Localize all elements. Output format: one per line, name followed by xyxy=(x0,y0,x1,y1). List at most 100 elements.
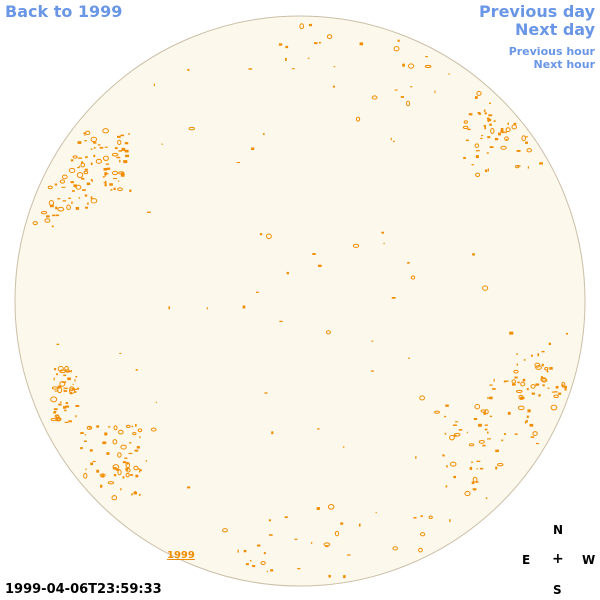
sky-mark xyxy=(72,155,78,159)
sky-mark xyxy=(547,387,550,389)
sky-mark xyxy=(428,515,433,520)
sky-mark xyxy=(471,461,473,463)
sky-mark xyxy=(90,136,98,143)
sky-mark xyxy=(168,306,171,310)
sky-mark xyxy=(130,474,134,476)
sky-mark xyxy=(299,23,305,30)
previous-day-link[interactable]: Previous day xyxy=(478,2,595,21)
back-to-year-link[interactable]: Back to 1999 xyxy=(5,2,123,21)
sky-mark xyxy=(249,560,252,562)
sky-mark xyxy=(68,388,76,394)
sky-mark xyxy=(478,112,481,115)
sky-mark xyxy=(86,182,91,186)
sky-mark xyxy=(410,86,413,88)
year-marker-label[interactable]: 1999 xyxy=(167,550,195,561)
sky-mark xyxy=(489,384,493,386)
sky-mark xyxy=(478,439,485,444)
sky-mark xyxy=(54,390,59,392)
sky-mark xyxy=(104,180,107,184)
sky-mark xyxy=(340,522,344,525)
sky-mark xyxy=(188,126,195,131)
sky-mark xyxy=(81,177,85,180)
sky-mark xyxy=(355,116,361,122)
sky-mark xyxy=(103,167,108,171)
sky-mark xyxy=(311,542,313,544)
sky-mark xyxy=(68,167,76,174)
sky-mark xyxy=(381,231,385,234)
sky-mark xyxy=(434,410,440,414)
sky-mark xyxy=(488,114,493,117)
sky-mark xyxy=(418,547,423,553)
sky-mark xyxy=(517,381,520,384)
sky-mark xyxy=(107,481,114,485)
sky-mark xyxy=(352,243,360,248)
next-hour-link[interactable]: Next hour xyxy=(533,58,596,71)
sky-mark xyxy=(120,173,125,177)
sky-mark xyxy=(475,481,479,483)
sky-mark xyxy=(85,156,88,159)
sky-mark xyxy=(327,503,335,510)
sky-mark xyxy=(453,475,456,479)
sky-mark xyxy=(139,469,142,472)
sky-mark xyxy=(80,162,86,168)
sky-mark xyxy=(504,136,509,141)
sky-mark xyxy=(484,169,488,172)
sky-mark xyxy=(516,363,519,366)
sky-mark xyxy=(325,545,329,548)
sky-mark xyxy=(454,421,459,423)
sky-mark xyxy=(32,221,38,226)
sky-mark xyxy=(50,396,58,403)
sky-mark xyxy=(530,384,536,389)
sky-mark xyxy=(482,285,489,291)
sky-mark xyxy=(73,184,77,188)
sky-mark xyxy=(122,172,124,174)
sky-mark xyxy=(511,124,517,130)
sky-mark xyxy=(515,389,523,393)
sky-mark xyxy=(495,449,499,453)
sky-mark xyxy=(471,164,474,166)
sky-mark xyxy=(500,130,504,133)
sky-mark xyxy=(278,43,283,46)
sky-mark xyxy=(294,538,298,540)
sky-mark xyxy=(346,554,351,556)
sky-mark xyxy=(312,253,316,255)
sky-mark xyxy=(104,172,107,176)
sky-mark xyxy=(483,109,486,112)
previous-hour-link[interactable]: Previous hour xyxy=(508,45,595,58)
sky-mark xyxy=(393,46,400,52)
sky-mark xyxy=(500,145,507,150)
sky-mark xyxy=(71,201,73,205)
sky-mark xyxy=(100,484,103,488)
sky-mark xyxy=(393,140,395,143)
sky-mark xyxy=(419,532,426,537)
sky-mark xyxy=(449,434,455,441)
sky-mark xyxy=(68,197,71,200)
sky-mark xyxy=(53,377,55,381)
sky-mark xyxy=(78,157,82,159)
sky-mark xyxy=(120,134,125,137)
sky-mark xyxy=(518,150,521,152)
sky-mark xyxy=(476,468,478,470)
sky-mark xyxy=(70,181,74,184)
sky-mark xyxy=(468,443,475,447)
sky-mark xyxy=(472,488,477,490)
sky-mark xyxy=(474,96,478,99)
sky-mark xyxy=(524,420,527,424)
sky-mark xyxy=(84,206,89,209)
sky-mark xyxy=(131,425,134,428)
sky-mark xyxy=(59,380,66,387)
sky-mark xyxy=(63,374,67,377)
sky-mark xyxy=(89,426,91,429)
sky-mark xyxy=(67,377,71,381)
sky-mark xyxy=(526,415,529,418)
sky-mark xyxy=(90,162,93,166)
next-day-link[interactable]: Next day xyxy=(515,20,595,39)
sky-mark xyxy=(526,388,529,391)
sky-mark xyxy=(104,432,108,436)
sky-mark xyxy=(483,412,487,415)
sky-mark xyxy=(527,409,531,413)
sky-mark xyxy=(255,291,259,293)
sky-mark xyxy=(105,163,110,165)
sky-mark xyxy=(554,391,558,393)
